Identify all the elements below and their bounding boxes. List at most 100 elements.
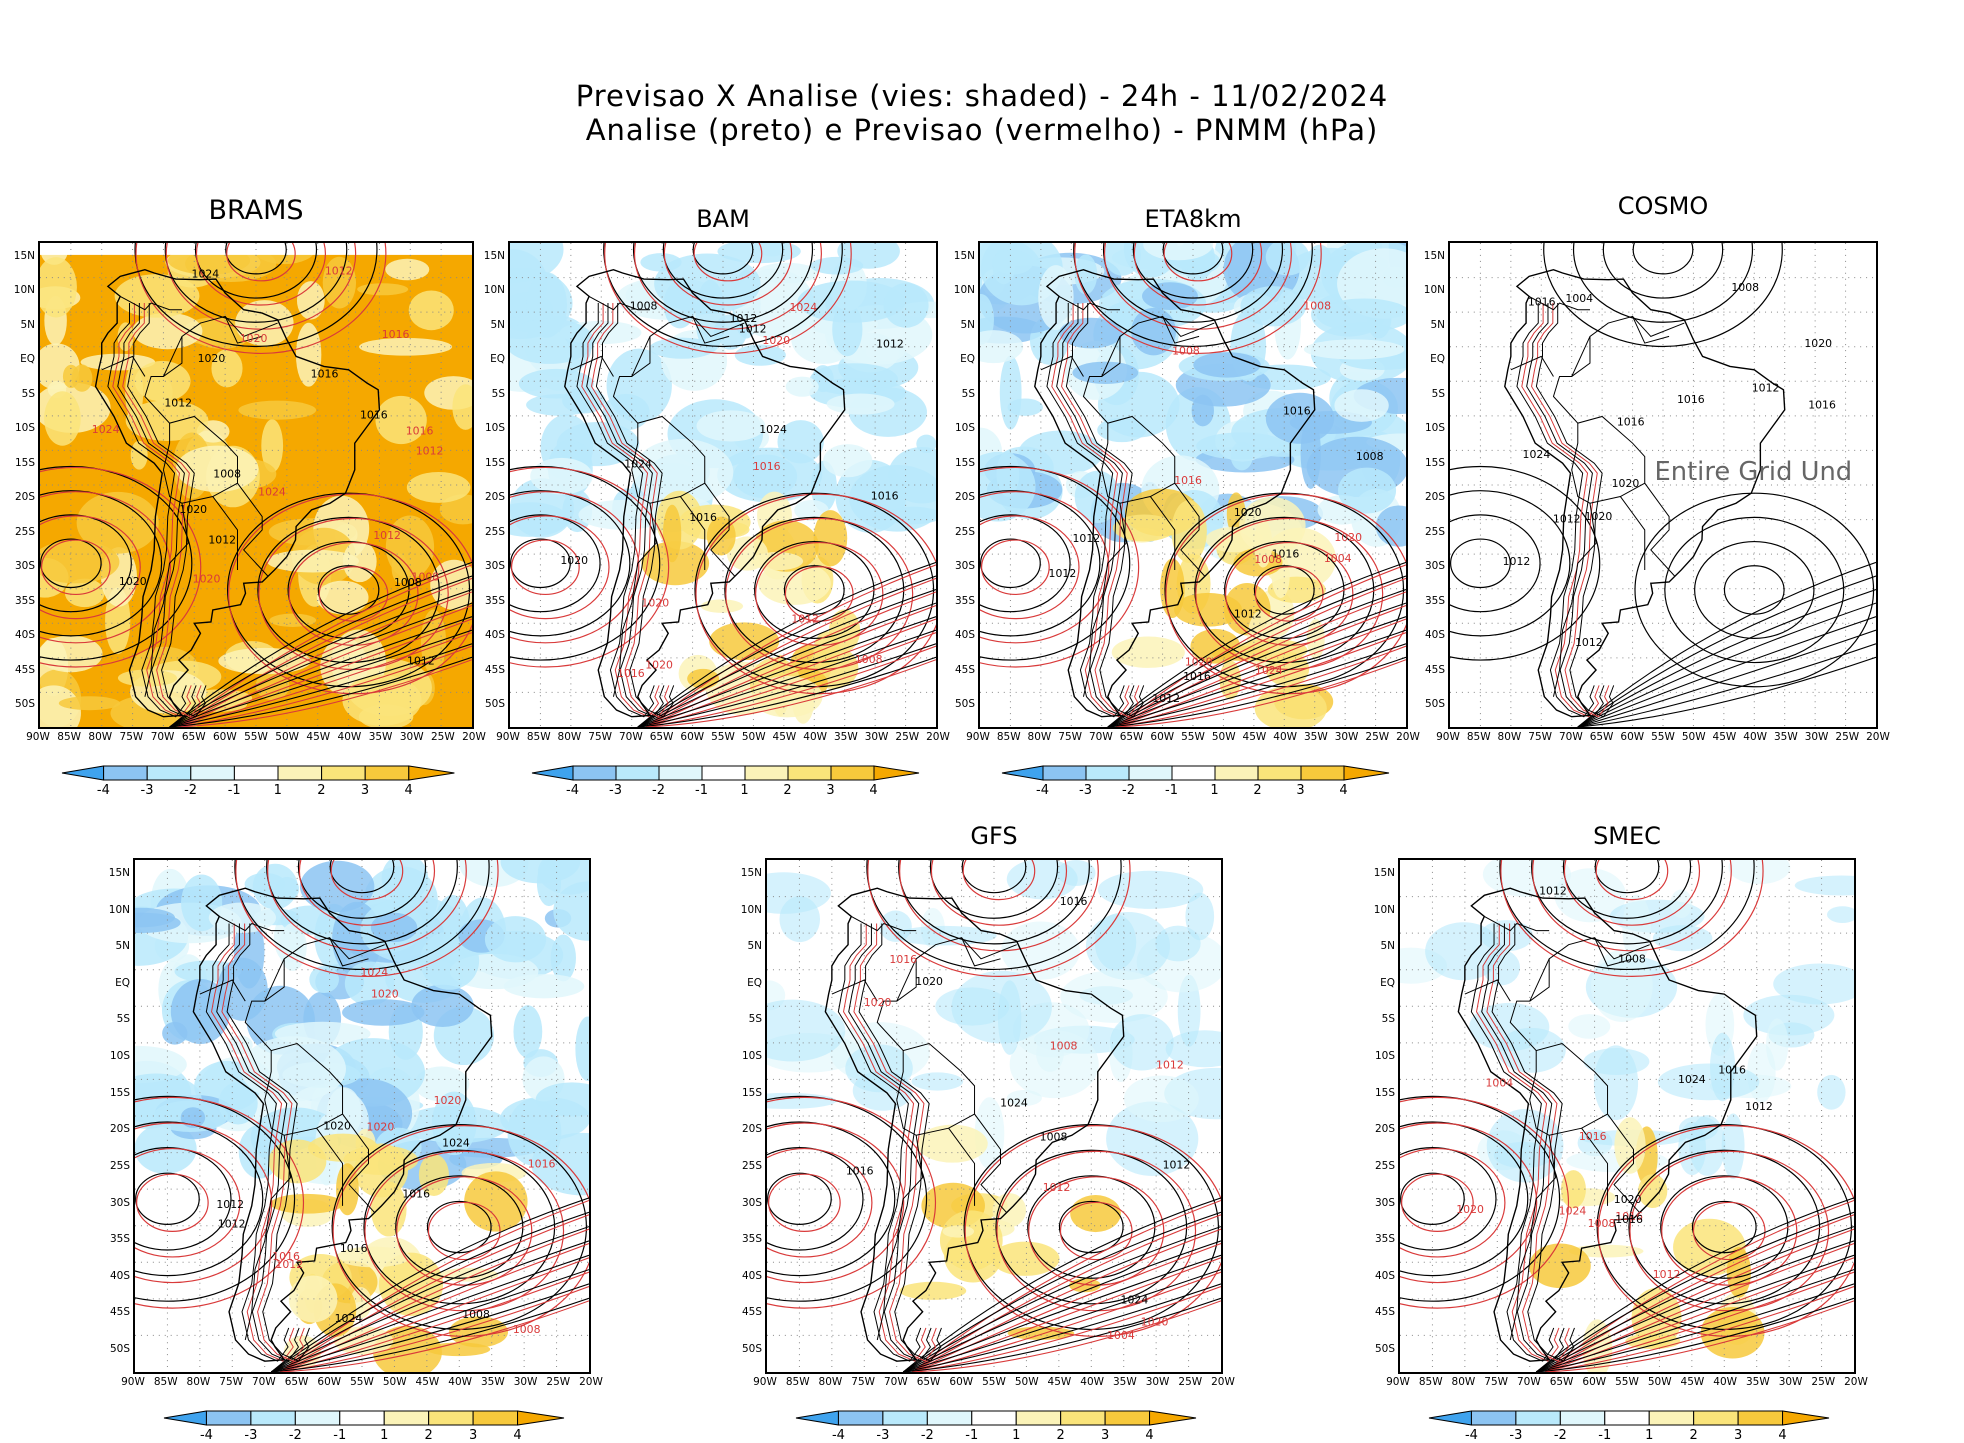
coastline (94, 268, 381, 718)
forecast-isobar (1563, 860, 1701, 926)
analysis-isobar (1577, 589, 1876, 727)
forecast-isobar (178, 605, 472, 727)
lon-tick-label: 75W (1058, 731, 1083, 743)
forecast-isobar (768, 1173, 841, 1232)
contour-label: 1012 (325, 265, 353, 278)
colorbar-segment (1257, 765, 1301, 781)
bias-patch (696, 410, 766, 442)
bias-patch (916, 434, 936, 454)
forecast-isobar (693, 243, 763, 282)
lon-tick-label: 85W (1418, 1376, 1443, 1388)
contour-label: 1016 (1060, 895, 1088, 908)
forecast-isobar (1116, 591, 1406, 727)
analysis-isobar (1400, 1147, 1497, 1251)
contour-label: 1016 (1283, 404, 1311, 417)
forecast-isobar (767, 1096, 937, 1309)
country-border (612, 315, 745, 504)
analysis-isobar (767, 1121, 896, 1277)
lat-tick-label: 5S (748, 1013, 762, 1026)
bias-patch (809, 363, 899, 396)
lat-tick-label: 45S (109, 1306, 130, 1319)
bias-patch (269, 613, 317, 627)
contour-label: 1020 (762, 334, 790, 347)
country-border (680, 496, 706, 570)
analysis-isobar (169, 643, 472, 727)
lat-tick-label: EQ (1430, 353, 1445, 366)
bias-patch (1097, 870, 1204, 909)
analysis-isobar (637, 643, 936, 727)
bias-patch (1059, 317, 1123, 349)
bias-patch (602, 393, 650, 431)
colorbar-label: -4 (566, 783, 579, 798)
contour-label: 1024 (192, 268, 220, 281)
map-brams: 1020 1016 1016 1012 1008 1008 1012 1012 1008 1016… (38, 241, 474, 729)
country-border (244, 937, 385, 1136)
bias-patch (1191, 394, 1214, 427)
contour-label: 1008 (1254, 553, 1282, 566)
lon-tick-label: 45W (1680, 1376, 1705, 1388)
bias-patch (411, 984, 474, 1027)
lon-tick-label: 55W (350, 1376, 374, 1388)
lat-tick-label: 25S (1424, 525, 1445, 538)
lat-tick-label: 20S (1424, 491, 1445, 504)
bias-patch (1827, 906, 1854, 923)
contour-label: 1016 (871, 490, 899, 503)
lon-tick-label: 80W (88, 731, 113, 743)
bias-patch (526, 393, 594, 416)
lat-tick-label: 15N (1423, 250, 1445, 262)
lon-tick-label: 20W (1396, 731, 1420, 743)
forecast-isobar (591, 303, 670, 718)
forecast-isobar (40, 515, 141, 620)
lat-tick-label: 15S (484, 456, 505, 469)
forecast-isobar (784, 566, 854, 622)
bias-patch (785, 376, 819, 397)
bias-patch (1094, 914, 1137, 971)
lon-tick-label: 90W (26, 731, 50, 743)
contour-label: 1016 (1183, 670, 1211, 683)
contour-label: 1020 (371, 987, 399, 1000)
bias-patch (1721, 1113, 1745, 1179)
lat-tick-label: EQ (115, 976, 130, 989)
analysis-isobar (1107, 602, 1406, 727)
contour-label: 1020 (179, 503, 207, 516)
lat-tick-label: 15N (483, 250, 505, 262)
analysis-isobar (1691, 1200, 1757, 1254)
analysis-isobar (767, 1172, 832, 1225)
bias-patch (44, 391, 81, 446)
lon-tick-label: 30W (1778, 1376, 1803, 1388)
analysis-isobar (135, 1147, 232, 1251)
lat-tick-label: EQ (20, 353, 35, 366)
lat-tick-label: 15N (740, 867, 762, 879)
colorbar-segment (882, 1410, 928, 1426)
bias-patch (1110, 1014, 1174, 1071)
lon-tick-label: 70W (1088, 731, 1113, 743)
lat-tick-label: 10N (483, 284, 505, 297)
forecast-isobar (843, 923, 927, 1362)
forecast-isobar (279, 1199, 589, 1372)
contour-label: 1016 (617, 667, 645, 680)
forecast-isobar (1545, 1228, 1854, 1372)
lon-tick-label: 85W (785, 1376, 810, 1388)
bias-patch (226, 1035, 253, 1055)
lon-tick-label: 50W (275, 731, 300, 743)
country-border (1632, 316, 1670, 344)
contour-label: 1020 (560, 554, 588, 567)
country-border (1607, 1113, 1641, 1214)
lon-tick-label: 55W (982, 1376, 1006, 1388)
lon-tick-label: 40W (1080, 1376, 1105, 1388)
lon-tick-label: 70W (150, 731, 175, 743)
analysis-isobar (134, 243, 378, 348)
lat-tick-label: 5S (116, 1013, 130, 1026)
country-border (961, 937, 1001, 967)
analysis-isobar (1577, 602, 1876, 727)
contour-label: 1008 (1172, 345, 1200, 358)
colorbar-label: 1 (273, 783, 282, 798)
lon-tick-label: 60W (680, 731, 705, 743)
lon-tick-label: 60W (1582, 1376, 1607, 1388)
lon-tick-label: 40W (448, 1376, 473, 1388)
analysis-isobar (271, 1269, 589, 1372)
lon-tick-label: 90W (753, 1376, 777, 1388)
bias-patch (408, 290, 454, 331)
contour-label: 1020 (864, 996, 892, 1009)
bias-patch (1700, 1306, 1765, 1359)
